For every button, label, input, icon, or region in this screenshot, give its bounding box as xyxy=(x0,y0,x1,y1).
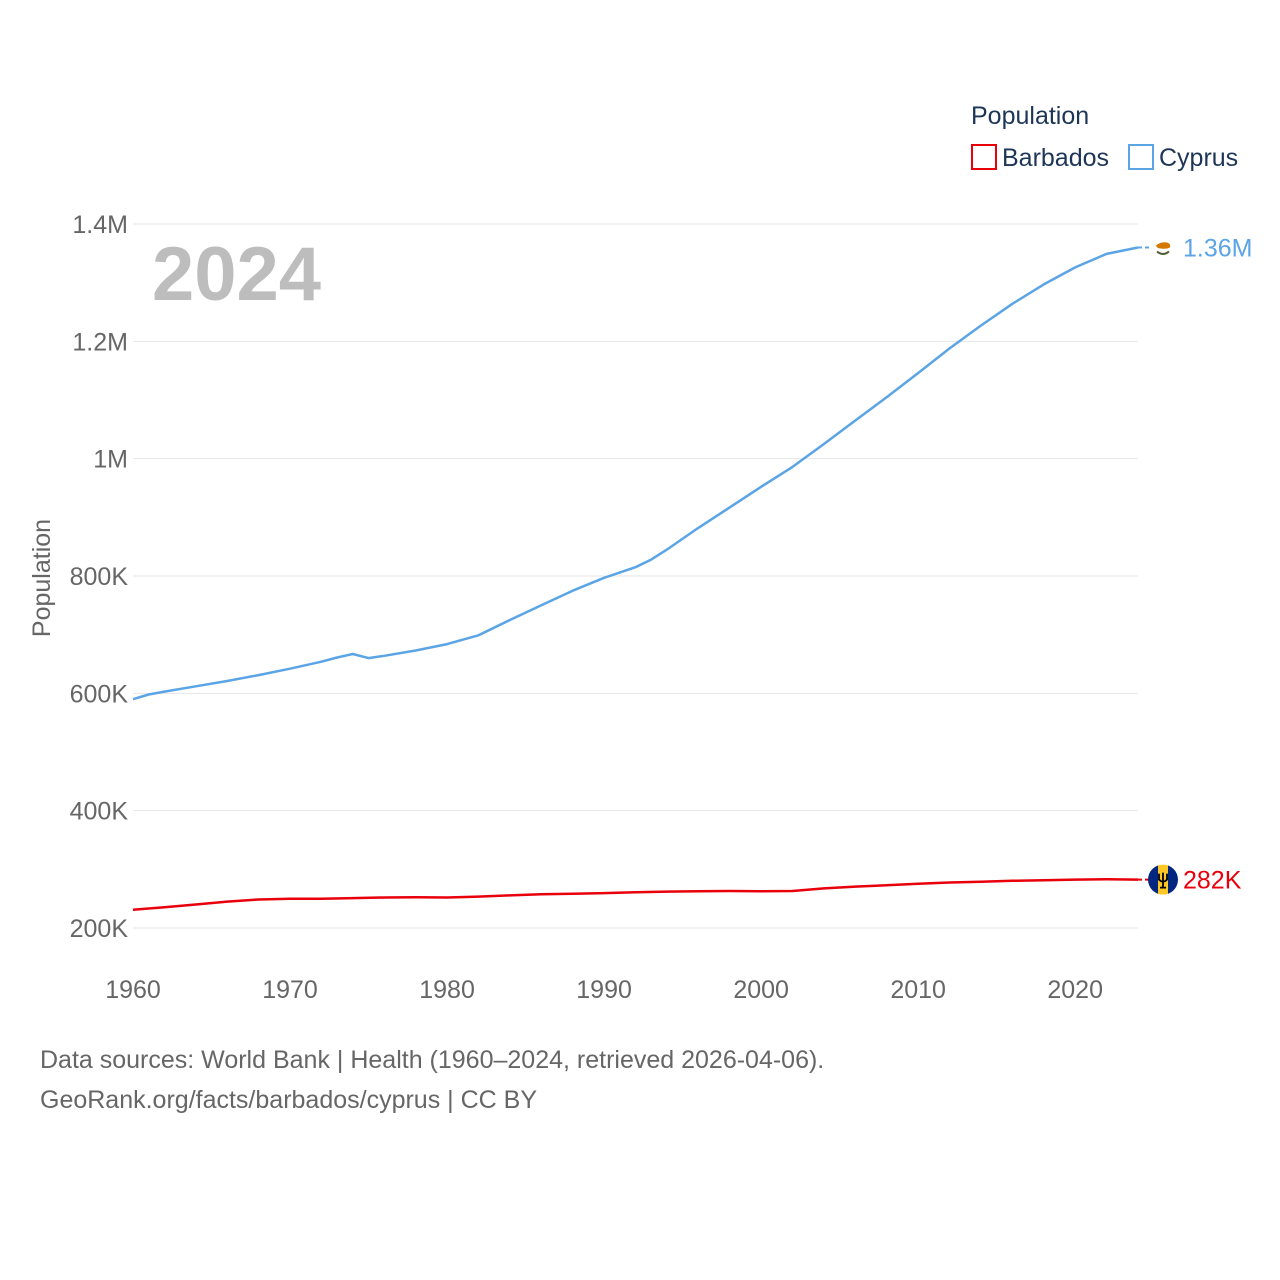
y-tick-label: 800K xyxy=(70,563,129,591)
gridlines xyxy=(133,223,1138,929)
cyprus-end-label: 1.36M xyxy=(1183,234,1252,262)
cyprus-flag-icon xyxy=(1150,234,1176,261)
cyprus-end-marker: 1.36M xyxy=(1138,234,1252,262)
y-tick-label: 200K xyxy=(70,915,129,943)
footer: Data sources: World Bank | Health (1960–… xyxy=(40,1040,824,1120)
series-lines xyxy=(132,246,1139,912)
barbados-end-label: 282K xyxy=(1183,867,1242,895)
data-sources: Data sources: World Bank | Health (1960–… xyxy=(40,1046,825,1074)
x-tick-label: 1960 xyxy=(105,976,161,1004)
legend-label-cyprus: Cyprus xyxy=(1159,144,1238,172)
x-tick-label: 1990 xyxy=(576,976,632,1004)
legend-title: Population xyxy=(971,102,1089,130)
barbados-flag-icon xyxy=(1148,864,1178,895)
x-axis-ticks: 1960 1970 1980 1990 2000 2010 2020 xyxy=(105,976,1103,1004)
legend-item-barbados[interactable]: Barbados xyxy=(971,144,1109,172)
y-tick-label: 1.4M xyxy=(72,211,128,239)
y-tick-label: 400K xyxy=(70,798,129,826)
y-axis-title: Population xyxy=(28,519,56,637)
y-axis-ticks: 200K 400K 600K 800K 1M 1.2M 1.4M xyxy=(70,211,129,943)
legend: Population Barbados Cyprus xyxy=(971,102,1238,172)
legend-swatch-barbados xyxy=(971,144,997,170)
x-tick-label: 2020 xyxy=(1047,976,1103,1004)
legend-item-cyprus[interactable]: Cyprus xyxy=(1128,144,1238,172)
y-tick-label: 600K xyxy=(70,680,129,708)
credit-link[interactable]: GeoRank.org/facts/barbados/cyprus | CC B… xyxy=(40,1086,537,1114)
legend-swatch-cyprus xyxy=(1128,144,1154,170)
x-tick-label: 2010 xyxy=(890,976,946,1004)
x-tick-label: 1970 xyxy=(262,976,318,1004)
y-tick-label: 1M xyxy=(93,446,128,474)
x-tick-label: 2000 xyxy=(733,976,789,1004)
series-line-cyprus[interactable] xyxy=(132,246,1139,701)
y-tick-label: 1.2M xyxy=(72,328,128,356)
barbados-end-marker: 282K xyxy=(1138,864,1242,895)
legend-label-barbados: Barbados xyxy=(1002,144,1109,172)
x-tick-label: 1980 xyxy=(419,976,475,1004)
year-watermark: 2024 xyxy=(152,232,321,317)
series-line-barbados[interactable] xyxy=(132,878,1139,912)
